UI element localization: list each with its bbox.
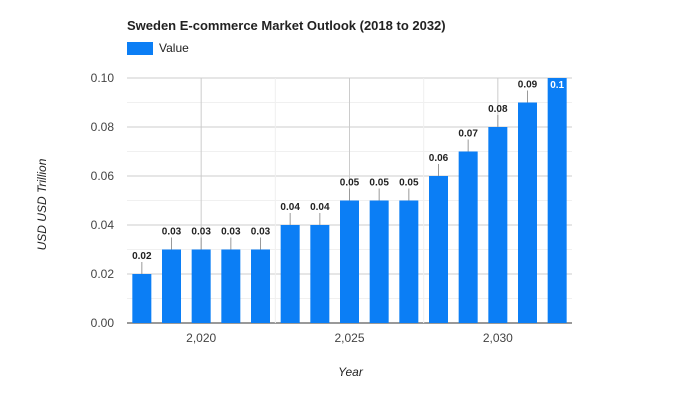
data-label: 0.1 <box>550 80 564 91</box>
data-label: 0.03 <box>221 227 241 238</box>
bar <box>162 249 181 323</box>
bar <box>488 127 508 323</box>
bar <box>429 176 448 323</box>
data-label: 0.05 <box>340 178 360 189</box>
legend-swatch <box>127 41 153 55</box>
data-label: 0.05 <box>369 178 389 189</box>
data-label: 0.03 <box>191 227 211 238</box>
data-label: 0.05 <box>399 178 419 189</box>
x-tick-label: 2,020 <box>186 331 216 345</box>
data-label: 0.09 <box>518 80 538 91</box>
x-axis-title: Year <box>338 365 364 379</box>
data-label: 0.07 <box>458 129 478 140</box>
bar <box>310 225 330 323</box>
data-label: 0.03 <box>251 227 271 238</box>
bar <box>132 274 152 323</box>
y-tick-label: 0.10 <box>91 71 115 85</box>
data-label: 0.06 <box>429 153 449 164</box>
bar <box>399 200 419 323</box>
bar <box>221 249 241 323</box>
data-label: 0.02 <box>132 251 152 262</box>
bar <box>191 249 211 323</box>
y-tick-label: 0.08 <box>91 120 115 134</box>
x-tick-label: 2,030 <box>483 331 513 345</box>
bar <box>280 225 300 323</box>
y-tick-label: 0.00 <box>91 316 115 330</box>
bar <box>518 102 537 323</box>
bar <box>251 249 270 323</box>
y-tick-label: 0.06 <box>91 169 115 183</box>
bar <box>340 200 359 323</box>
data-label: 0.04 <box>280 202 300 213</box>
y-tick-label: 0.02 <box>91 267 115 281</box>
data-label: 0.08 <box>488 104 508 115</box>
bar <box>547 78 567 323</box>
y-axis-title: USD USD Trillion <box>35 158 49 250</box>
x-tick-label: 2,025 <box>334 331 364 345</box>
bar <box>369 200 389 323</box>
bar <box>458 151 478 323</box>
y-tick-label: 0.04 <box>91 218 115 232</box>
legend: Value <box>127 41 189 55</box>
data-label: 0.03 <box>162 227 182 238</box>
chart-title: Sweden E-commerce Market Outlook (2018 t… <box>127 18 446 33</box>
data-label: 0.04 <box>310 202 330 213</box>
legend-label: Value <box>159 41 189 55</box>
